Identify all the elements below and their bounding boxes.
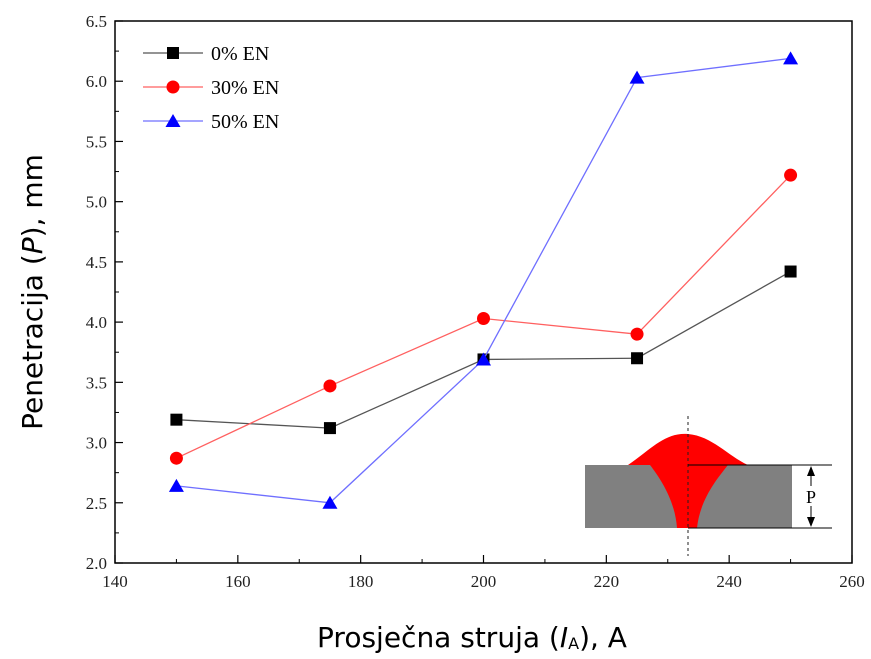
- legend-marker-1: [166, 80, 180, 94]
- legend-label-2: 50% EN: [211, 111, 279, 133]
- inset-label-p: P: [806, 487, 816, 507]
- y-axis-title: Penetracija (P), mm: [16, 154, 49, 430]
- axis-ticks: [114, 20, 853, 564]
- series-line-0: [176, 270, 791, 429]
- data-point-s1-4: [784, 168, 798, 182]
- inset-arrow-down: [807, 517, 815, 527]
- x-axis-title-var: I: [560, 621, 568, 654]
- legend-marker-0: [167, 47, 179, 59]
- x-tick-labels: 140 160 180 200 220 240 260: [102, 572, 865, 591]
- x-tick-label: 220: [594, 572, 620, 591]
- y-tick-label: 3.0: [86, 434, 107, 453]
- data-point-s2-0: [168, 478, 184, 492]
- data-point-s2-2: [476, 352, 491, 366]
- data-point-s2-3: [629, 70, 645, 84]
- x-axis-title-tail: ), A: [579, 621, 627, 654]
- x-tick-label: 260: [839, 572, 865, 591]
- y-tick-label: 2.0: [86, 554, 107, 573]
- inset-label-bg: [803, 486, 820, 506]
- legend-marker-2: [165, 114, 181, 127]
- weld-cross-section-inset: P: [585, 416, 832, 556]
- x-tick-label: 180: [348, 572, 374, 591]
- y-axis-title-main: Penetracija (: [16, 254, 49, 430]
- inset-weld-bead: [628, 433, 748, 528]
- inset-arrow-up: [807, 466, 815, 476]
- y-tick-label: 5.0: [86, 193, 107, 212]
- data-point-s1-0: [169, 451, 183, 465]
- x-axis-title-sub: A: [568, 634, 579, 653]
- x-axis-title: Prosječna struja (IA), A: [317, 621, 627, 654]
- data-point-s2-4: [783, 51, 799, 65]
- y-axis-title-tail: ), mm: [16, 154, 49, 237]
- y-axis-title-var: P: [16, 237, 49, 254]
- y-tick-label: 6.5: [86, 12, 107, 31]
- x-tick-label: 140: [102, 572, 128, 591]
- x-tick-label: 200: [471, 572, 497, 591]
- data-point-s0-4: [784, 265, 797, 278]
- y-tick-labels: 2.0 2.5 3.0 3.5 4.0 4.5 5.0 5.5 6.0 6.5: [86, 12, 107, 573]
- y-tick-label: 6.0: [86, 72, 107, 91]
- data-point-s1-1: [323, 379, 337, 393]
- data-point-s1-2: [477, 311, 490, 325]
- data-point-s0-3: [631, 352, 644, 365]
- x-axis-title-main: Prosječna struja (: [317, 621, 560, 654]
- data-point-s2-1: [322, 495, 338, 509]
- y-tick-label: 4.0: [86, 313, 107, 332]
- y-tick-label: 3.5: [86, 373, 107, 392]
- legend-label-1: 30% EN: [211, 77, 279, 99]
- x-tick-label: 240: [716, 572, 742, 591]
- data-point-s1-3: [630, 327, 644, 341]
- x-tick-label: 160: [225, 572, 251, 591]
- legend-label-0: 0% EN: [211, 43, 269, 65]
- data-point-s0-1: [323, 422, 336, 435]
- data-point-s0-0: [170, 413, 183, 426]
- legend: 0% EN 30% EN 50% EN: [143, 43, 279, 133]
- y-tick-label: 4.5: [86, 253, 107, 272]
- y-tick-label: 2.5: [86, 494, 107, 513]
- y-tick-label: 5.5: [86, 132, 107, 151]
- series-layer: [168, 51, 799, 509]
